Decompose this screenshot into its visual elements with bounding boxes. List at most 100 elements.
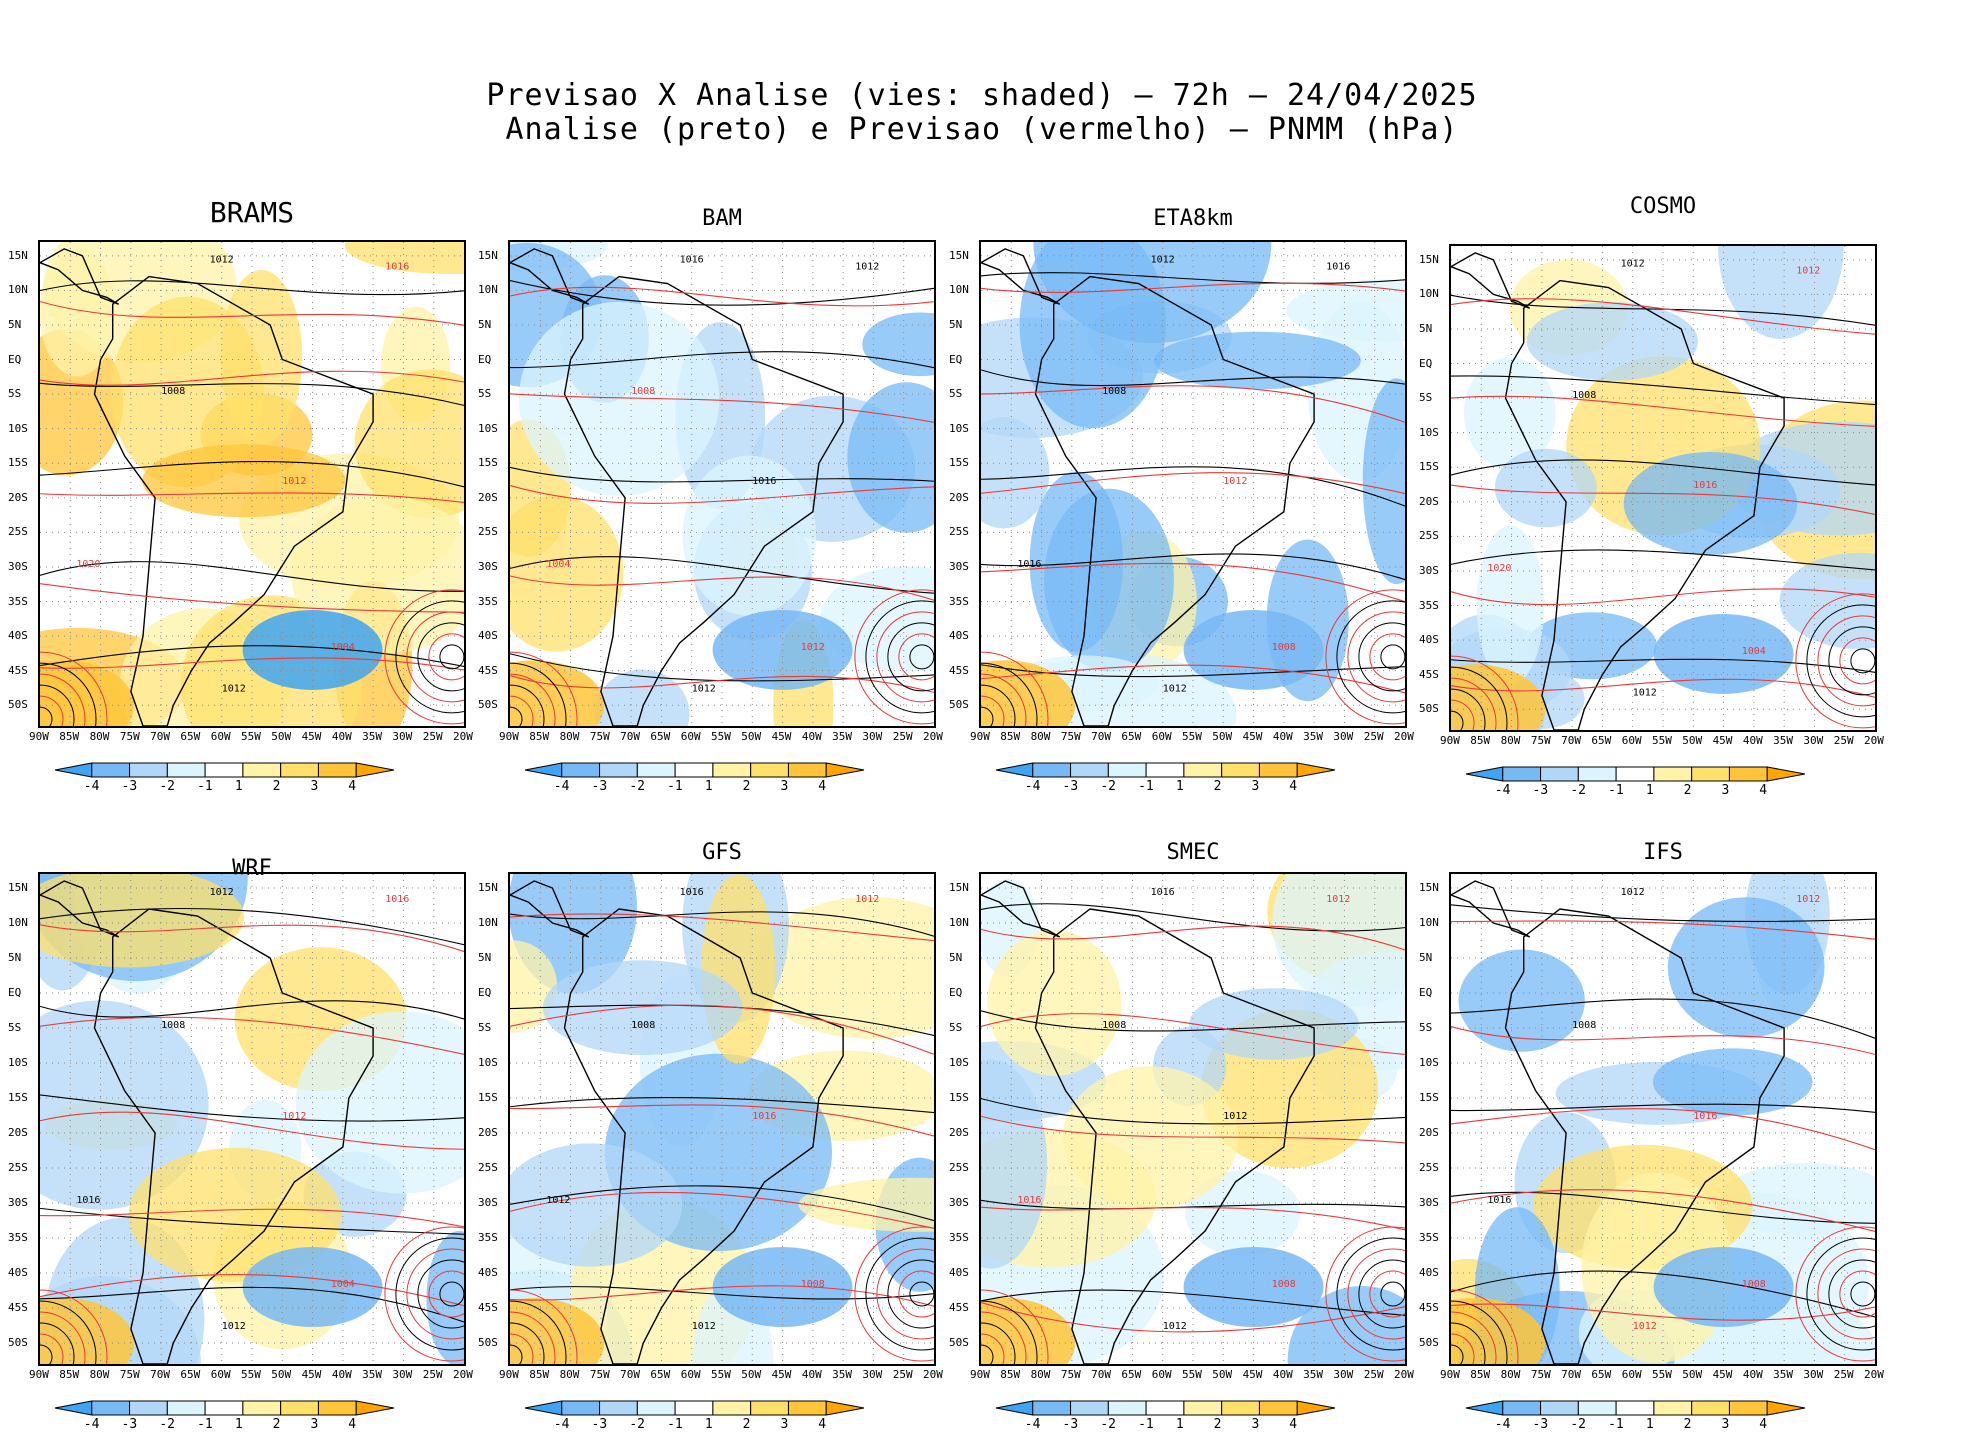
colorbar-label: 3 — [780, 1417, 789, 1432]
isobar-label: 1012 — [692, 683, 716, 694]
analysis-isobar — [40, 1207, 464, 1235]
latitude-tick-label: 10N — [478, 283, 498, 297]
map-plot: 1012 1012 1008 1016 1016 1008 1012 — [1449, 872, 1877, 1366]
colorbar-label: 3 — [310, 1417, 319, 1432]
map-canvas: 1012 1016 1008 1012 1016 1004 1012 — [40, 874, 464, 1364]
coastline — [93, 275, 374, 726]
isobar-label: 1012 — [210, 255, 234, 266]
latitude-tick-label: 30S — [949, 559, 969, 573]
bias-shading — [40, 1298, 135, 1364]
latitude-tick-label: 15N — [8, 881, 28, 894]
panel-title: IFS — [1643, 840, 1683, 865]
bias-shading — [847, 382, 934, 533]
bias-shading — [1779, 552, 1875, 649]
longitude-tick-label: 80W — [559, 730, 580, 743]
latitude-tick-label: 50S — [1419, 702, 1439, 716]
isobar-label: 1016 — [1017, 1195, 1041, 1206]
latitude-tick-label: 30S — [949, 1196, 969, 1209]
isobar-label: 1016 — [76, 1195, 100, 1206]
forecast-isobar — [40, 924, 464, 952]
coastline — [510, 880, 590, 938]
bias-shading — [1463, 357, 1556, 470]
bias-shading — [752, 897, 934, 1039]
southwest-low-isobar — [981, 684, 1016, 726]
southeast-low-isobar — [1358, 622, 1405, 692]
longitude-tick-label: 55W — [1182, 1368, 1202, 1381]
southeast-low-isobar — [1817, 1248, 1875, 1340]
latitude-tick-label: 20S — [8, 1126, 28, 1139]
colorbar-label: -2 — [1100, 1417, 1116, 1432]
isobar-label: 1016 — [752, 476, 776, 487]
bias-shading — [1667, 897, 1825, 1038]
analysis-isobar — [510, 911, 934, 937]
latitude-tick-label: 30S — [1419, 563, 1439, 577]
southwest-low-isobar — [1451, 1333, 1475, 1364]
latitude-tick-label: 15S — [1419, 460, 1439, 474]
latitude-tick-label: 15N — [1419, 881, 1439, 894]
longitude-tick-label: 45W — [1242, 730, 1263, 743]
forecast-isobar — [40, 1111, 464, 1150]
latitude-tick-label: 45S — [949, 1301, 969, 1314]
isobar-label: 1012 — [1621, 887, 1645, 898]
colorbar-segment — [1032, 1400, 1072, 1416]
longitude-tick-label: 45W — [771, 1368, 792, 1381]
longitude-tick-label: 50W — [741, 730, 762, 743]
longitude-tick-label: 30W — [862, 730, 883, 743]
forecast-isobar — [510, 1191, 934, 1229]
latitude-tick-label: 40S — [1419, 1266, 1439, 1279]
colorbar-label: 3 — [1251, 1417, 1260, 1432]
forecast-isobar — [1451, 678, 1875, 698]
longitude-tick-label: 65W — [1121, 730, 1142, 743]
latitude-tick-label: 20S — [1419, 494, 1439, 508]
figure-title-line-2: Analise (preto) e Previsao (vermelho) – … — [505, 112, 1459, 147]
analysis-isobar — [1451, 1191, 1875, 1224]
latitude-tick-label: 25S — [8, 525, 28, 539]
latitude-tick-label: 10S — [949, 421, 969, 435]
analysis-isobar — [40, 382, 464, 406]
colorbar-label: -3 — [1062, 1417, 1079, 1432]
southwest-low-isobar — [981, 695, 1005, 726]
colorbar-segment — [1107, 762, 1147, 778]
longitude-tick-label: 75W — [1060, 730, 1081, 743]
colorbar-segment — [1766, 766, 1806, 782]
longitude-tick-label: 45W — [1712, 1368, 1733, 1381]
colorbar-segment — [636, 762, 676, 778]
map-canvas: 1012 1016 1008 1012 1020 1004 1012 — [40, 242, 464, 726]
southeast-low-isobar — [1380, 1281, 1405, 1307]
panel-title: BAM — [702, 206, 742, 231]
bias-shading — [1153, 331, 1361, 390]
colorbar-segment — [636, 1400, 676, 1416]
southwest-low-isobar — [40, 1322, 75, 1364]
latitude-tick-label: 5N — [1419, 951, 1433, 964]
longitude-tick-label: 70W — [620, 1368, 641, 1381]
southwest-low-isobar — [981, 1311, 1027, 1364]
southwest-low-isobar — [510, 1344, 523, 1364]
southwest-low-isobar — [510, 662, 567, 726]
latitude-tick-label: 20S — [478, 1126, 498, 1139]
analysis-isobar — [510, 653, 934, 682]
longitude-tick-label: 85W — [59, 730, 80, 743]
longitude-tick-label: 35W — [832, 730, 853, 743]
colorbar-segment — [995, 1400, 1034, 1416]
latitude-tick-label: EQ — [8, 986, 22, 999]
longitude-tick-label: 30W — [1333, 1368, 1354, 1381]
colorbar-segment — [54, 762, 93, 778]
longitude-tick-label: 65W — [1591, 1368, 1612, 1381]
isobar-label: 1008 — [1272, 642, 1296, 653]
latitude-tick-label: 50S — [478, 1336, 498, 1349]
colorbar-segment — [1183, 762, 1223, 778]
latitude-tick-label: 5S — [478, 387, 492, 401]
colorbar-segment — [1145, 1400, 1185, 1416]
forecast-isobar — [1451, 588, 1875, 606]
forecast-isobar — [510, 575, 934, 601]
map-plot: 1016 1012 1008 1016 1012 1008 1012 — [508, 872, 936, 1366]
map-canvas: 1012 1012 1008 1016 1016 1008 1012 — [1451, 874, 1875, 1364]
colorbar-label: -2 — [159, 1417, 175, 1432]
isobar-label: 1016 — [680, 255, 704, 266]
isobar-label: 1012 — [222, 1321, 246, 1332]
southeast-low-isobar — [417, 1259, 464, 1329]
colorbar-label: -3 — [591, 779, 608, 794]
bias-shading — [1718, 246, 1844, 339]
colorbar-label: -1 — [197, 1417, 213, 1432]
bias-shading — [510, 1298, 605, 1364]
